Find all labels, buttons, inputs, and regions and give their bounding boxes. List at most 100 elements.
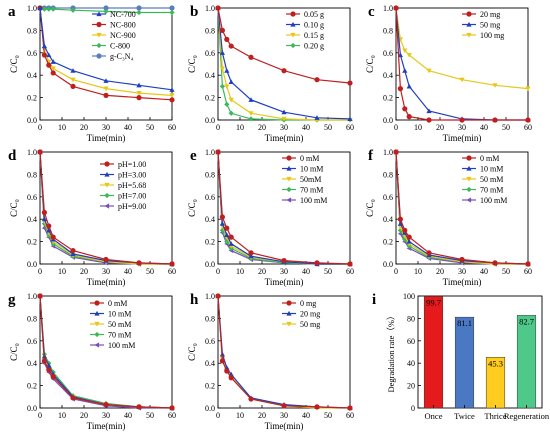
data-point: [219, 66, 225, 72]
data-point: [103, 86, 109, 92]
x-tick-label: 40: [480, 123, 488, 132]
data-point: [46, 223, 52, 229]
y-tick-label: 1.0: [27, 4, 37, 13]
y-tick-label: 0.2: [205, 94, 215, 103]
legend-marker: [466, 32, 472, 38]
data-point: [314, 260, 320, 266]
legend-label: 0.15 g: [304, 31, 324, 40]
x-tick-label: 30: [280, 123, 288, 132]
legend-label: pH=9.00: [118, 202, 146, 211]
y-tick-label: 0.0: [205, 116, 215, 125]
y-axis-label: C/C₀: [9, 343, 19, 361]
x-axis-label: Time(min): [443, 277, 482, 287]
x-tick-label: 10: [236, 411, 244, 420]
x-tick-label: 30: [102, 123, 110, 132]
plot-frame: [417, 295, 543, 409]
legend-marker: [466, 176, 472, 182]
series-line: [395, 151, 528, 265]
bar-value-label: 99.7: [426, 297, 441, 307]
x-tick-label: 50: [146, 123, 154, 132]
series-0.05-g: [215, 5, 353, 86]
y-tick-label: 0.6: [27, 49, 37, 58]
x-axis-label: Time(min): [265, 277, 304, 287]
data-point: [50, 59, 56, 64]
x-tick-label: 0: [38, 411, 42, 420]
y-tick-label: 0.4: [205, 71, 215, 80]
legend-label: 70 mM: [300, 186, 323, 195]
series-ph=1.00: [37, 149, 175, 267]
legend-marker: [96, 21, 102, 28]
data-point: [314, 77, 320, 83]
legend-label: 100 mM: [480, 196, 507, 205]
data-point: [70, 251, 76, 256]
data-point: [219, 221, 225, 226]
series-line: [395, 7, 529, 90]
legend-label: g-C₃N₄: [110, 52, 134, 61]
y-tick-label: 0.2: [383, 238, 393, 247]
series-line: [395, 7, 528, 121]
plot-frame: [217, 295, 351, 409]
panel-label: d: [8, 148, 17, 164]
y-tick-label: 0.0: [205, 260, 215, 269]
x-tick-label: 30: [280, 411, 288, 420]
legend-marker: [286, 310, 292, 316]
legend-marker: [104, 203, 110, 209]
data-point: [103, 5, 109, 11]
series-0-mg: [215, 293, 353, 411]
data-point: [347, 80, 353, 86]
legend-marker: [286, 176, 292, 182]
y-tick-label: 0.4: [27, 359, 37, 368]
data-point: [393, 5, 399, 11]
bar-value-label: 45.3: [488, 358, 503, 368]
y-tick-label: 0.8: [27, 26, 37, 35]
legend-marker: [466, 197, 472, 203]
data-point: [402, 48, 408, 54]
data-point: [281, 68, 287, 74]
data-point: [136, 404, 142, 410]
legend-marker: [466, 21, 472, 27]
data-point: [136, 91, 142, 96]
x-tick-label: 10: [58, 267, 66, 276]
data-point: [50, 374, 56, 380]
y-tick-label: 0.0: [27, 116, 37, 125]
y-tick-label: 20: [407, 382, 415, 391]
x-tick-label: 10: [236, 267, 244, 276]
x-tick-label: Thrice: [484, 411, 506, 421]
x-tick-label: 40: [124, 411, 132, 420]
series-line: [39, 151, 173, 265]
series-nc-700: [37, 5, 175, 92]
y-axis-label: C/C₀: [187, 55, 197, 73]
x-tick-label: 20: [436, 123, 444, 132]
data-point: [103, 256, 109, 263]
series-50mm: [215, 149, 353, 267]
series-line: [39, 7, 173, 96]
x-tick-label: Regeneration: [504, 411, 550, 421]
y-tick-label: 1.0: [27, 148, 37, 157]
legend-marker: [104, 171, 110, 177]
y-tick-label: 0.2: [383, 94, 393, 103]
data-point: [281, 403, 287, 409]
legend-label: 20 mg: [480, 10, 500, 19]
series-20-mg: [215, 293, 353, 411]
x-tick-label: 20: [80, 411, 88, 420]
y-tick-label: 0.2: [205, 238, 215, 247]
legend-label: 50mM: [300, 175, 321, 184]
series-line: [217, 295, 350, 409]
y-tick-label: 1.0: [27, 292, 37, 301]
data-point: [215, 149, 221, 155]
legend-label: 10 mM: [480, 165, 503, 174]
x-tick-label: 0: [394, 123, 398, 132]
data-point: [41, 6, 47, 12]
data-point: [224, 84, 230, 89]
y-axis-label: C/C₀: [365, 55, 375, 73]
series-0-mm: [393, 149, 531, 267]
data-point: [228, 79, 234, 84]
bar: [423, 296, 444, 409]
series-line: [39, 295, 173, 409]
legend-marker: [96, 11, 102, 17]
x-tick-label: 0: [216, 267, 220, 276]
data-point: [228, 375, 234, 381]
data-point: [224, 36, 230, 42]
